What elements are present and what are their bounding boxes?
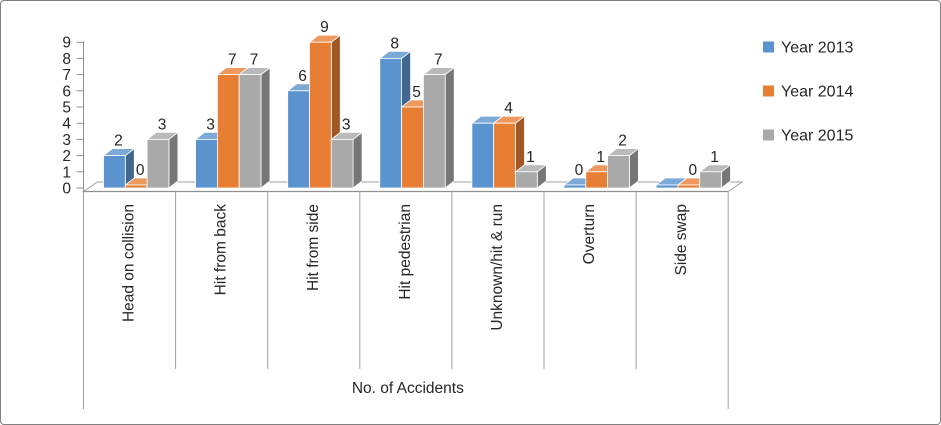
bar-front-face (471, 122, 495, 189)
data-label: 9 (320, 19, 329, 36)
bar-year-2015-cat2 (330, 131, 364, 189)
legend-label: Year 2015 (781, 128, 853, 145)
value-axis-tick-label: 2 (62, 148, 71, 165)
bar-front-face (493, 122, 516, 189)
bar-year-2015-cat1 (238, 66, 272, 189)
data-label: 2 (618, 133, 627, 150)
data-label: 7 (250, 52, 259, 69)
legend-item-year-2013: Year 2013 (763, 40, 853, 57)
x-axis-title: No. of Accidents (352, 380, 464, 397)
data-label: 0 (575, 162, 584, 179)
legend-item-year-2014: Year 2014 (763, 84, 853, 101)
bar-year-2013-cat0 (102, 147, 136, 189)
legend-swatch (763, 129, 774, 141)
category-axis-label: Hit from side (305, 204, 322, 291)
data-label: 2 (114, 133, 123, 150)
legend-item-year-2015: Year 2015 (763, 128, 853, 145)
bar-front-face (103, 155, 126, 189)
bar-front-face (607, 155, 630, 189)
legend-swatch (763, 85, 774, 97)
bar-year-2015-cat4 (514, 163, 548, 189)
category-axis-label: Hit pedestrian (397, 204, 414, 300)
value-axis-tick-label: 8 (62, 51, 71, 68)
value-axis-tick-label: 9 (62, 35, 71, 52)
category-axis-label: Hit from back (213, 204, 230, 296)
bar-side-face (444, 66, 455, 189)
category-axis-label: Head on collision (121, 204, 138, 322)
legend-label: Year 2013 (781, 40, 853, 57)
bar-year-2015-cat0 (145, 131, 180, 189)
bar-front-face (124, 184, 148, 189)
bar-front-face (677, 184, 701, 189)
value-axis-tick-label: 6 (62, 83, 71, 100)
value-axis-tick-label: 3 (62, 132, 71, 149)
data-label: 4 (504, 100, 513, 117)
data-label: 3 (158, 116, 167, 133)
bar-front-face (287, 90, 310, 189)
category-axis-label: Side swap (673, 204, 690, 276)
data-label: 0 (136, 162, 145, 179)
bar-front-face (146, 138, 170, 189)
category-axis-label: Unknown/hit & run (489, 204, 506, 331)
bar-year-2015-cat3 (422, 66, 456, 189)
bar-front-face (330, 138, 354, 189)
bar-side-face (168, 131, 179, 189)
bar-front-face (238, 74, 262, 189)
bar-front-face (563, 184, 587, 189)
legend-label: Year 2014 (781, 84, 853, 101)
value-axis-tick-label: 5 (62, 100, 71, 117)
bar-front-face (379, 58, 402, 189)
category-axis-label: Overturn (581, 204, 598, 264)
data-label: 7 (228, 52, 237, 69)
data-label: 1 (710, 149, 719, 166)
data-label: 0 (688, 162, 697, 179)
data-label: 7 (434, 52, 443, 69)
bar-front-face (515, 171, 538, 189)
value-axis-tick-label: 0 (62, 181, 71, 198)
bar-year-2015-cat6 (698, 163, 732, 189)
value-axis-tick-label: 1 (62, 164, 71, 181)
bar-front-face (585, 171, 608, 189)
legend-swatch (763, 41, 774, 53)
bar-front-face (216, 74, 240, 189)
bar-front-face (309, 41, 332, 189)
value-axis-tick-label: 4 (62, 116, 71, 133)
bar-year-2015-cat5 (606, 147, 640, 189)
data-label: 5 (412, 84, 421, 101)
data-label: 1 (596, 149, 605, 166)
bar-front-face (699, 171, 722, 189)
bar-front-face (655, 184, 679, 189)
bar-front-face (195, 138, 218, 189)
value-axis-tick-label: 7 (62, 67, 71, 84)
data-label: 8 (390, 35, 399, 52)
bar-front-face (401, 106, 424, 189)
data-label: 6 (298, 68, 307, 85)
data-label: 3 (206, 116, 215, 133)
data-label: 1 (526, 149, 535, 166)
bar-front-face (422, 74, 446, 189)
bar-side-face (260, 66, 271, 189)
data-label: 3 (342, 116, 351, 133)
bar-side-face (352, 131, 363, 189)
